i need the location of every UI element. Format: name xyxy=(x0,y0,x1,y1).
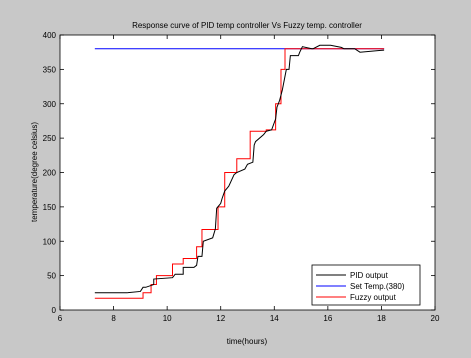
y-tick-label: 200 xyxy=(43,169,57,178)
x-tick-label: 6 xyxy=(58,314,63,323)
y-tick-label: 350 xyxy=(43,65,57,74)
y-tick-label: 50 xyxy=(47,272,56,281)
y-tick-label: 150 xyxy=(43,203,57,212)
y-tick-label: 100 xyxy=(43,237,57,246)
legend-box xyxy=(311,264,421,306)
x-tick-label: 18 xyxy=(377,314,386,323)
chart-title: Response curve of PID temp controller Vs… xyxy=(132,21,362,30)
y-tick-label: 300 xyxy=(43,100,57,109)
x-tick-label: 12 xyxy=(216,314,225,323)
x-tick-label: 10 xyxy=(163,314,172,323)
x-tick-label: 16 xyxy=(323,314,332,323)
series-line-pid xyxy=(94,44,385,294)
x-tick-label: 8 xyxy=(111,314,116,323)
x-tick-label: 20 xyxy=(431,314,440,323)
y-tick-label: 250 xyxy=(43,134,57,143)
legend-label-set-temp: Set Temp.(380) xyxy=(350,282,405,291)
legend-label-fuzzy: Fuzzy output xyxy=(350,293,397,302)
y-tick-label: 0 xyxy=(52,306,57,315)
x-axis-label: time(hours) xyxy=(227,337,268,346)
series-line-fuzzy xyxy=(94,48,385,299)
y-axis-label: temperature(degree celsius) xyxy=(30,122,39,222)
x-tick-label: 14 xyxy=(270,314,279,323)
y-tick-label: 400 xyxy=(43,31,57,40)
axes-background xyxy=(59,34,436,311)
legend-label-pid: PID output xyxy=(350,271,389,280)
series-layer xyxy=(94,44,385,299)
legend: PID output Set Temp.(380) Fuzzy output xyxy=(311,264,421,306)
